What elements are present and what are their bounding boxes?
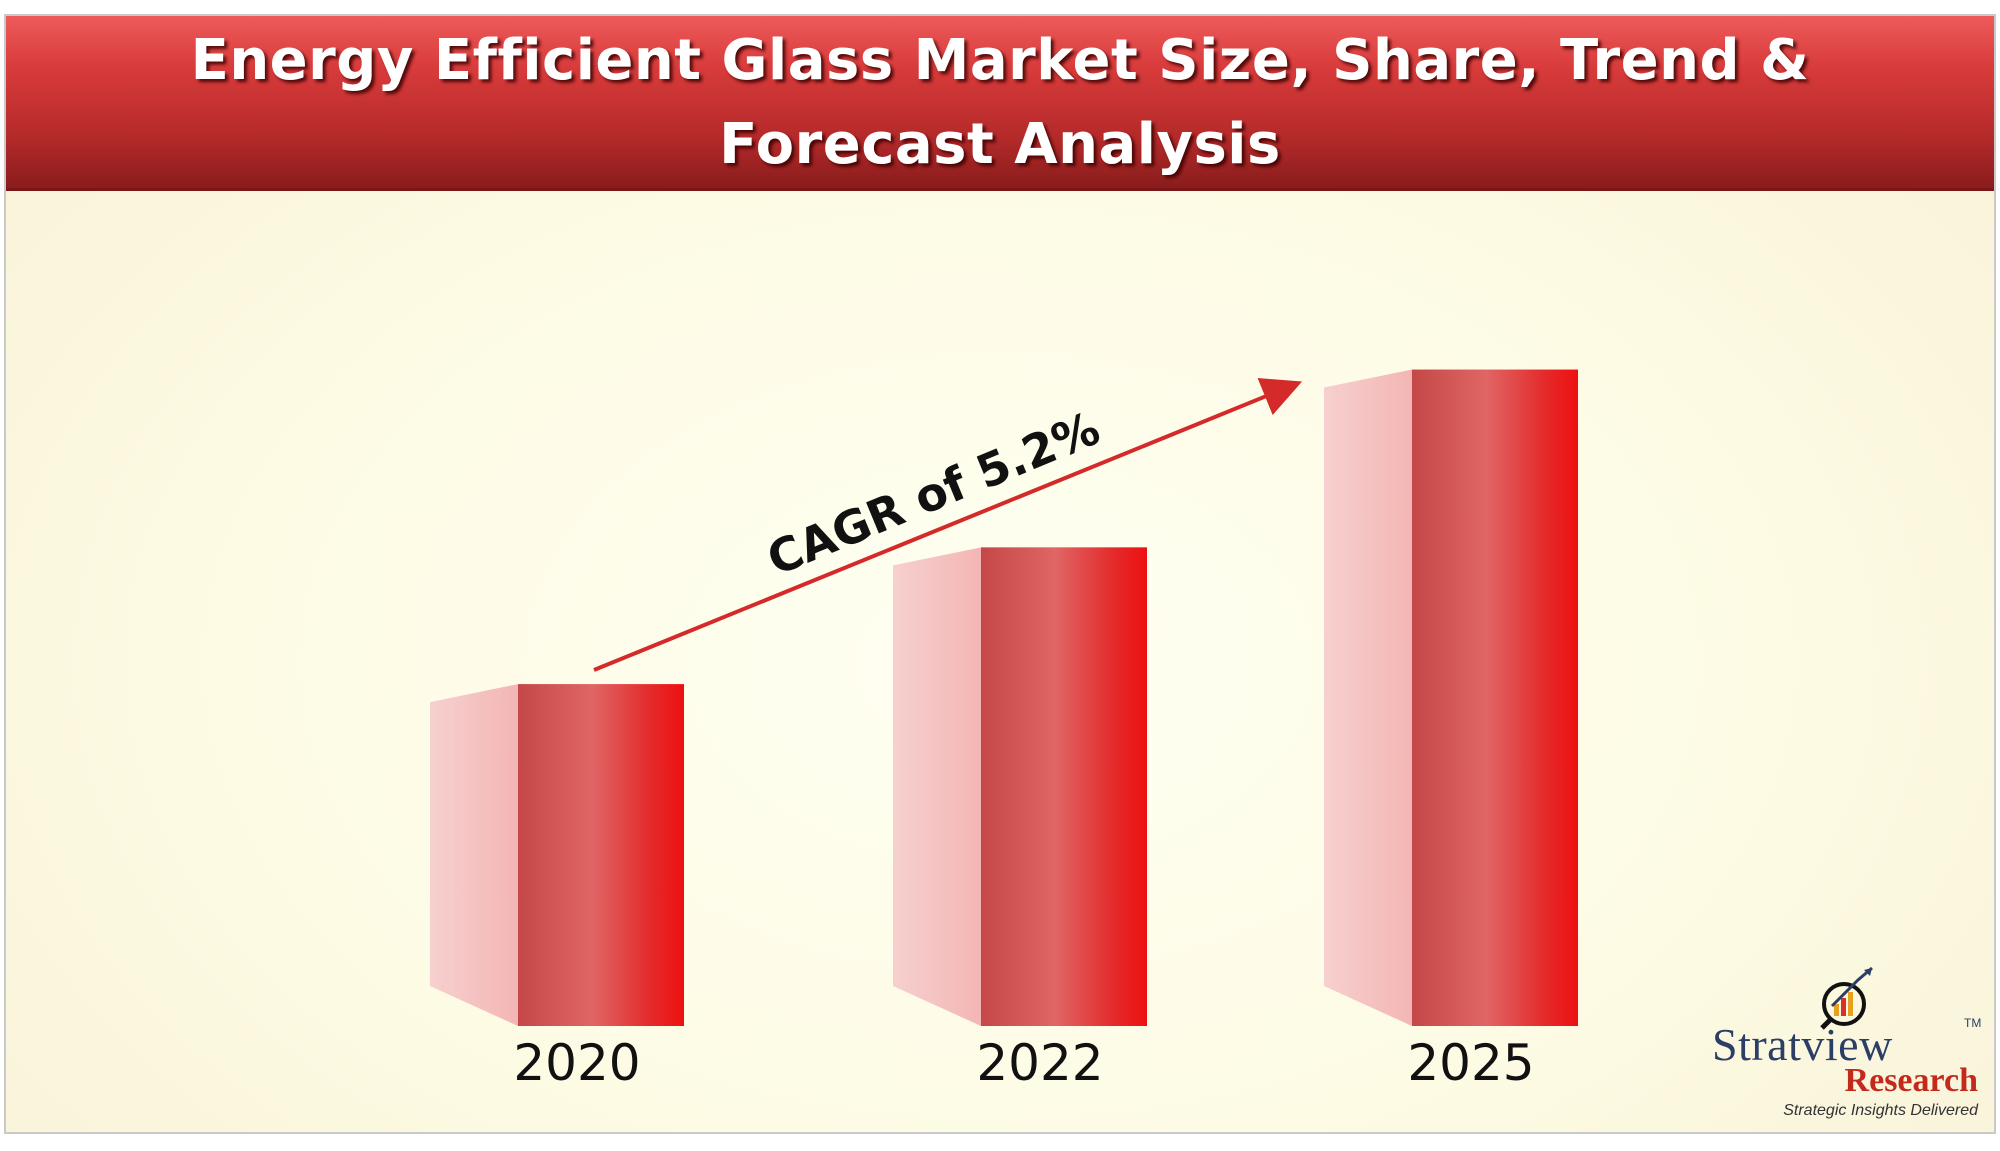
bar-side-2020	[430, 684, 518, 1026]
bar-2022	[981, 547, 1147, 1026]
cagr-arrow	[593, 378, 1303, 672]
chart-canvas: Energy Efficient Glass Market Size, Shar…	[4, 14, 1996, 1134]
logo-subtitle: Research	[1844, 1062, 1978, 1099]
x-tick-label: 2020	[513, 1034, 640, 1092]
bar-2020	[518, 684, 684, 1026]
bar-2025	[1412, 369, 1578, 1026]
logo-trademark: TM	[1964, 1016, 1982, 1030]
magnifier-chart-icon	[1820, 966, 1873, 1030]
logo-tagline: Strategic Insights Delivered	[1783, 1102, 1978, 1119]
chart-title: Energy Efficient Glass Market Size, Shar…	[190, 28, 1810, 177]
x-tick-label: 2025	[1407, 1034, 1534, 1092]
bar-side-2025	[1324, 369, 1412, 1026]
bar-chart: CAGR of 5.2% 2020 2022 2025	[430, 369, 1578, 1092]
x-tick-label: 2022	[976, 1034, 1103, 1092]
logo-name: Stratview	[1712, 1019, 1893, 1070]
bar-side-2022	[893, 547, 981, 1026]
title-banner: Energy Efficient Glass Market Size, Shar…	[6, 16, 1994, 191]
stratview-logo: Stratview TM Research Strategic Insights…	[1700, 966, 2000, 1119]
